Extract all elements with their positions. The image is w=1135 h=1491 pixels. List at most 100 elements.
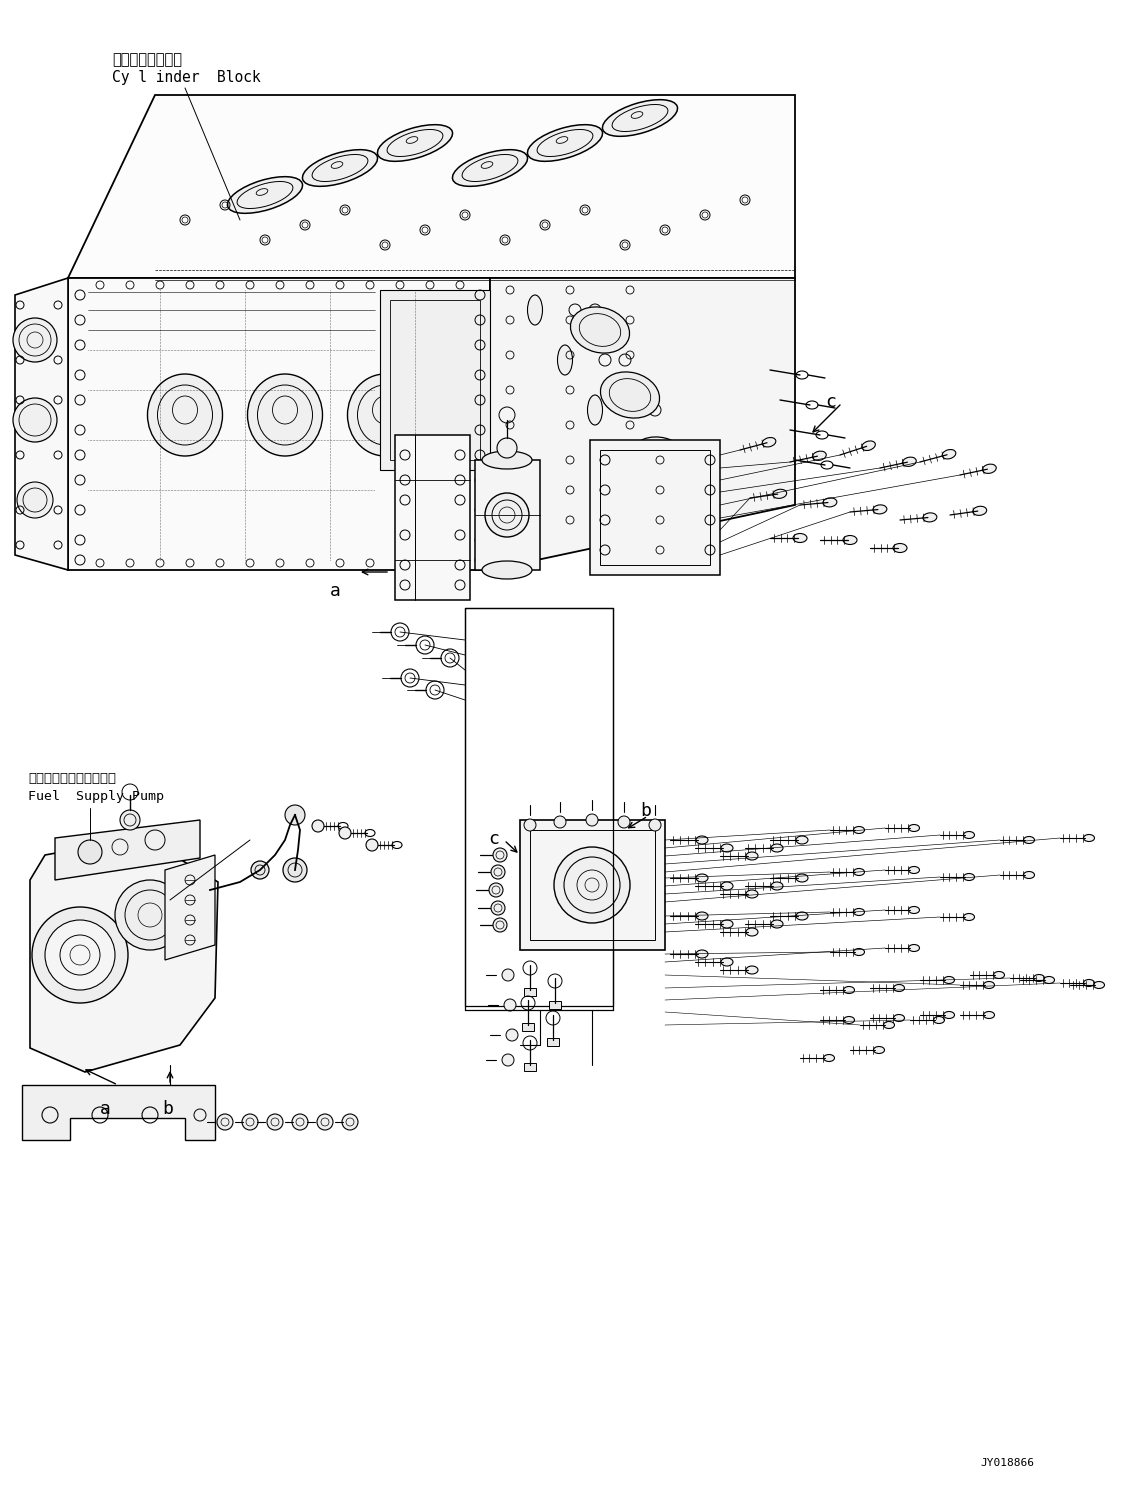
Ellipse shape — [973, 507, 986, 516]
Ellipse shape — [617, 444, 632, 476]
Polygon shape — [590, 440, 720, 576]
Text: c: c — [825, 394, 835, 412]
Bar — [524, 1063, 536, 1071]
Ellipse shape — [843, 987, 855, 993]
Circle shape — [504, 999, 516, 1011]
Ellipse shape — [557, 344, 572, 376]
Ellipse shape — [824, 1054, 834, 1062]
Bar — [524, 989, 536, 996]
Circle shape — [586, 814, 598, 826]
Polygon shape — [68, 95, 794, 277]
Polygon shape — [54, 820, 200, 880]
Ellipse shape — [874, 1047, 884, 1054]
Ellipse shape — [721, 844, 733, 851]
Text: b: b — [162, 1100, 173, 1118]
Ellipse shape — [1084, 980, 1094, 987]
Ellipse shape — [883, 1021, 894, 1029]
Circle shape — [32, 907, 128, 1003]
Ellipse shape — [746, 851, 758, 860]
Ellipse shape — [1043, 977, 1054, 984]
Ellipse shape — [813, 452, 826, 461]
Ellipse shape — [796, 874, 808, 883]
Ellipse shape — [796, 836, 808, 844]
Ellipse shape — [603, 100, 678, 136]
Circle shape — [312, 820, 323, 832]
Circle shape — [267, 1114, 283, 1130]
Ellipse shape — [902, 458, 916, 467]
Ellipse shape — [943, 977, 955, 984]
Bar — [476, 461, 540, 570]
Circle shape — [217, 1114, 233, 1130]
Ellipse shape — [528, 295, 543, 325]
Ellipse shape — [762, 437, 776, 447]
Circle shape — [120, 810, 140, 830]
Ellipse shape — [964, 832, 975, 838]
Ellipse shape — [696, 912, 708, 920]
Bar — [380, 291, 490, 470]
Ellipse shape — [746, 927, 758, 936]
Ellipse shape — [696, 836, 708, 844]
Ellipse shape — [984, 981, 994, 989]
Ellipse shape — [854, 826, 865, 833]
Ellipse shape — [721, 920, 733, 927]
Bar — [549, 1000, 561, 1009]
Circle shape — [317, 1114, 333, 1130]
Ellipse shape — [378, 125, 453, 161]
Ellipse shape — [482, 561, 532, 579]
Ellipse shape — [908, 944, 919, 951]
Circle shape — [45, 920, 115, 990]
Circle shape — [554, 847, 630, 923]
Bar — [465, 608, 613, 1006]
Ellipse shape — [908, 907, 919, 914]
Circle shape — [554, 816, 566, 828]
Circle shape — [497, 438, 518, 458]
Ellipse shape — [148, 374, 222, 456]
Polygon shape — [395, 435, 470, 599]
Circle shape — [251, 860, 269, 880]
Circle shape — [524, 819, 536, 830]
Circle shape — [285, 805, 305, 825]
Ellipse shape — [984, 1011, 994, 1018]
Text: JY018866: JY018866 — [980, 1458, 1034, 1469]
Polygon shape — [30, 845, 218, 1072]
Ellipse shape — [721, 883, 733, 890]
Text: Fuel  Supply Pump: Fuel Supply Pump — [28, 790, 163, 804]
Ellipse shape — [696, 950, 708, 959]
Bar — [520, 820, 665, 950]
Ellipse shape — [453, 149, 528, 186]
Circle shape — [283, 857, 306, 883]
Ellipse shape — [923, 513, 936, 522]
Circle shape — [78, 839, 102, 863]
Circle shape — [649, 819, 661, 830]
Ellipse shape — [227, 176, 303, 213]
Polygon shape — [22, 1085, 215, 1141]
Bar — [390, 300, 480, 461]
Ellipse shape — [843, 1017, 855, 1023]
Ellipse shape — [933, 1017, 944, 1023]
Ellipse shape — [823, 498, 836, 507]
Ellipse shape — [721, 959, 733, 966]
Ellipse shape — [854, 868, 865, 875]
Text: シリンダブロック: シリンダブロック — [112, 52, 182, 67]
Ellipse shape — [861, 441, 875, 450]
Ellipse shape — [746, 966, 758, 974]
Circle shape — [493, 918, 507, 932]
Ellipse shape — [993, 972, 1004, 978]
Ellipse shape — [908, 825, 919, 832]
Circle shape — [493, 848, 507, 862]
Bar — [522, 1023, 533, 1030]
Ellipse shape — [600, 371, 659, 417]
Ellipse shape — [1084, 835, 1094, 841]
Ellipse shape — [771, 844, 783, 851]
Ellipse shape — [630, 437, 690, 483]
Ellipse shape — [942, 449, 956, 459]
Circle shape — [292, 1114, 308, 1130]
Circle shape — [491, 901, 505, 915]
Circle shape — [502, 969, 514, 981]
Ellipse shape — [1024, 872, 1034, 878]
Bar — [547, 1038, 560, 1047]
Ellipse shape — [893, 1014, 905, 1021]
Ellipse shape — [1034, 975, 1044, 981]
Ellipse shape — [908, 866, 919, 874]
Polygon shape — [165, 854, 215, 960]
